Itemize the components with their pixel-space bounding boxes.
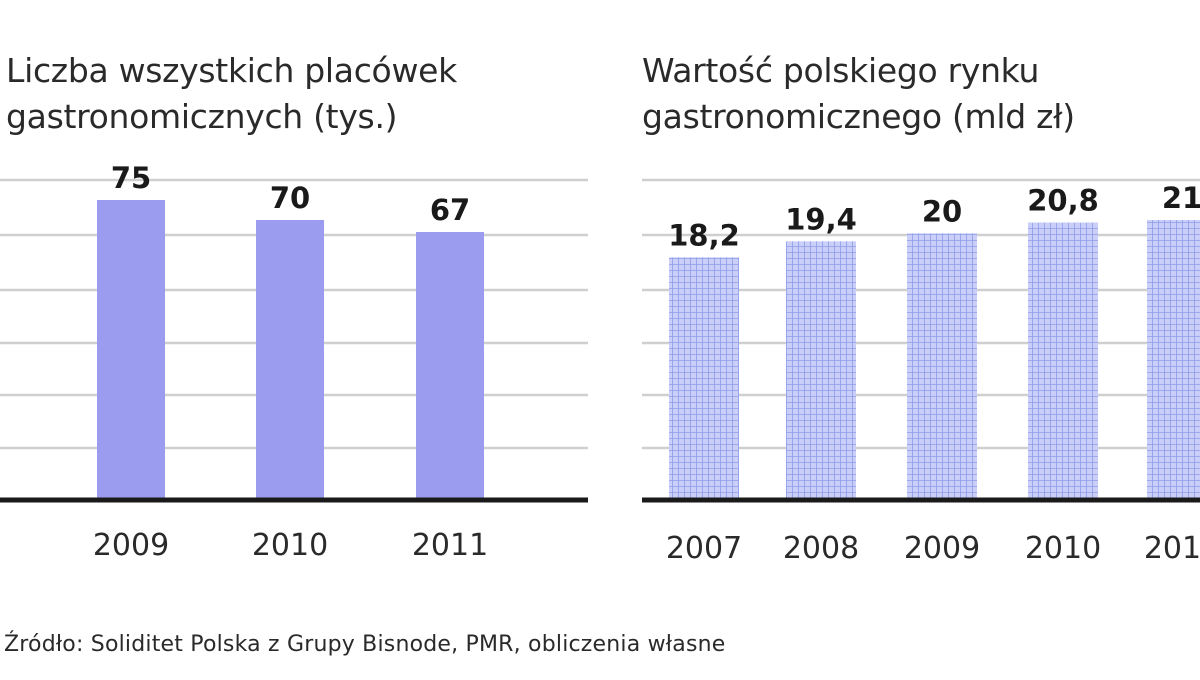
right-tick-label-2008: 2008 xyxy=(783,531,859,566)
left-bar-2011 xyxy=(416,232,484,500)
chart-title-left: Liczba wszystkich placówek gastronomiczn… xyxy=(6,51,457,136)
right-bar-2009 xyxy=(907,233,977,501)
left-value-label-2011: 67 xyxy=(430,193,470,227)
left-tick-label-2011: 2011 xyxy=(412,528,488,563)
right-bar-2011 xyxy=(1147,220,1200,500)
right-tick-label-2007: 2007 xyxy=(666,531,742,566)
right-tick-label-2009: 2009 xyxy=(904,531,980,566)
right-value-label-2008: 19,4 xyxy=(785,202,857,236)
right-tick-label-2011: 2011 xyxy=(1144,531,1200,566)
right-value-label-2009: 20 xyxy=(922,194,962,228)
left-tick-label-2010: 2010 xyxy=(252,528,328,563)
right-bar-2010 xyxy=(1028,222,1098,500)
chart-title-right: Wartość polskiego rynku gastronomicznego… xyxy=(642,51,1075,136)
right-tick-label-2010: 2010 xyxy=(1025,531,1101,566)
left-tick-label-2009: 2009 xyxy=(93,528,169,563)
right-value-label-2011: 21 xyxy=(1162,181,1200,215)
left-value-label-2010: 70 xyxy=(270,181,310,215)
right-value-label-2010: 20,8 xyxy=(1027,184,1099,218)
right-bar-2008 xyxy=(786,241,856,501)
source-note: Źródło: Soliditet Polska z Grupy Bisnode… xyxy=(4,632,726,657)
left-bar-2009 xyxy=(97,200,165,500)
right-value-label-2007: 18,2 xyxy=(668,218,740,252)
right-bar-2007 xyxy=(669,257,739,500)
left-value-label-2009: 75 xyxy=(111,161,151,195)
left-bar-2010 xyxy=(256,220,324,500)
